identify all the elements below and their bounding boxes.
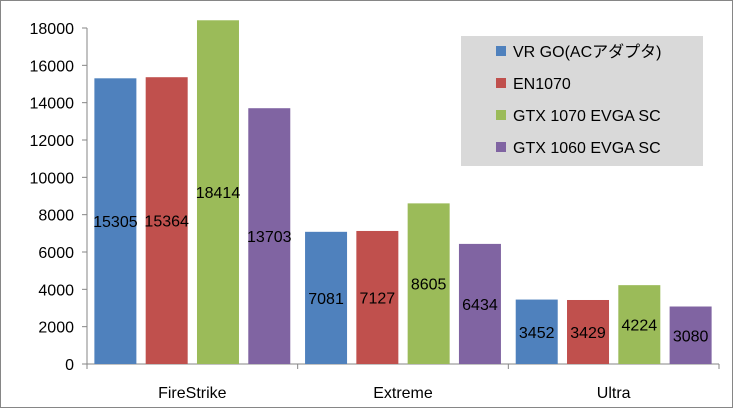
bar bbox=[458, 243, 501, 364]
legend-swatch bbox=[496, 110, 506, 120]
legend-swatch bbox=[496, 142, 506, 152]
bar bbox=[94, 78, 137, 364]
y-tick-label: 10000 bbox=[30, 170, 75, 187]
y-tick-label: 18000 bbox=[30, 21, 75, 38]
data-label: 13703 bbox=[247, 229, 292, 246]
data-label: 7127 bbox=[360, 290, 396, 307]
data-label: 6434 bbox=[462, 297, 498, 314]
bar bbox=[305, 231, 348, 364]
y-tick-label: 6000 bbox=[38, 245, 74, 262]
bars bbox=[94, 20, 712, 365]
data-label: 8605 bbox=[411, 277, 447, 294]
bar bbox=[669, 306, 712, 364]
bar bbox=[145, 77, 188, 365]
data-label: 15364 bbox=[144, 214, 189, 231]
bar bbox=[196, 20, 239, 364]
y-tick-label: 2000 bbox=[38, 320, 74, 337]
legend-label: EN1070 bbox=[513, 76, 571, 93]
data-label: 18414 bbox=[196, 185, 241, 202]
bar bbox=[515, 299, 558, 364]
bar bbox=[356, 230, 399, 364]
legend-label: GTX 1070 EVGA SC bbox=[513, 108, 661, 125]
category-label: Extreme bbox=[373, 385, 433, 402]
y-tick-label: 16000 bbox=[30, 58, 75, 75]
data-label: 3429 bbox=[570, 325, 606, 342]
bar bbox=[618, 285, 661, 364]
y-tick-label: 12000 bbox=[30, 133, 75, 150]
bar bbox=[407, 203, 450, 364]
y-tick-label: 0 bbox=[65, 357, 74, 374]
data-label: 4224 bbox=[622, 318, 658, 335]
y-tick-label: 14000 bbox=[30, 96, 75, 113]
y-tick-label: 4000 bbox=[38, 282, 74, 299]
data-label: 3080 bbox=[673, 328, 709, 345]
legend-swatch bbox=[496, 78, 506, 88]
category-label: Ultra bbox=[597, 385, 631, 402]
data-label: 7081 bbox=[308, 291, 344, 308]
category-label: FireStrike bbox=[158, 385, 227, 402]
axes: 0 2000 4000 6000 8000 10000 12000 14000 16000 180… bbox=[30, 21, 720, 402]
legend-swatch bbox=[496, 46, 506, 56]
data-labels: 15305 15364 18414 13703 7081 7127 8605 6434 3452… bbox=[93, 185, 708, 345]
legend: VR GO(ACアダプタ) EN1070 GTX 1070 EVGA SC GTX 1… bbox=[461, 36, 703, 166]
legend-label: VR GO(ACアダプタ) bbox=[513, 43, 661, 61]
bar bbox=[567, 299, 610, 364]
data-label: 3452 bbox=[519, 325, 555, 342]
legend-label: GTX 1060 EVGA SC bbox=[513, 140, 661, 157]
data-label: 15305 bbox=[93, 214, 138, 231]
y-tick-label: 8000 bbox=[38, 208, 74, 225]
bar bbox=[248, 108, 291, 364]
